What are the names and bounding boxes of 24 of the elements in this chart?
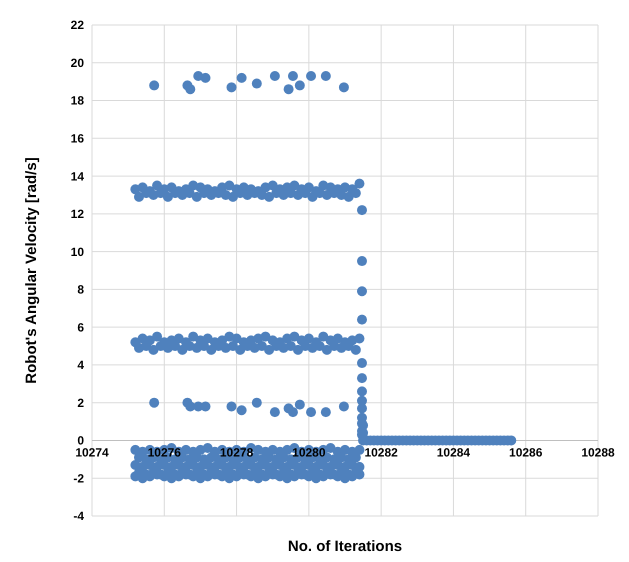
x-axis-title: No. of Iterations [288,538,402,555]
y-tick-label: 12 [70,207,84,222]
y-tick-label: 14 [70,169,84,184]
y-tick-label: 0 [77,434,84,448]
y-tick-label: 6 [77,320,84,334]
y-tick-label: -2 [73,471,84,486]
x-tick-label: 10280 [292,445,326,460]
y-tick-label: 22 [70,18,84,32]
x-tick-label: 10282 [364,445,398,460]
y-tick-label: 8 [77,282,84,297]
y-axis-title: Robot's Angular Velocity [rad/s] [23,157,40,384]
y-tick-label: -4 [73,509,84,524]
x-tick-label: 10284 [436,445,470,460]
y-tick-label: 10 [70,244,84,259]
x-tick-label: 10288 [581,445,616,460]
x-tick-label: 10276 [148,445,182,460]
y-tick-label: 20 [70,56,84,70]
x-tick-label: 10274 [75,445,110,460]
y-tick-label: 18 [70,94,84,108]
y-tick-label: 16 [70,132,84,146]
y-tick-label: 2 [77,396,84,410]
x-tick-label: 10278 [220,445,254,460]
y-tick-label: 4 [77,358,84,372]
x-tick-label: 10286 [509,445,543,460]
